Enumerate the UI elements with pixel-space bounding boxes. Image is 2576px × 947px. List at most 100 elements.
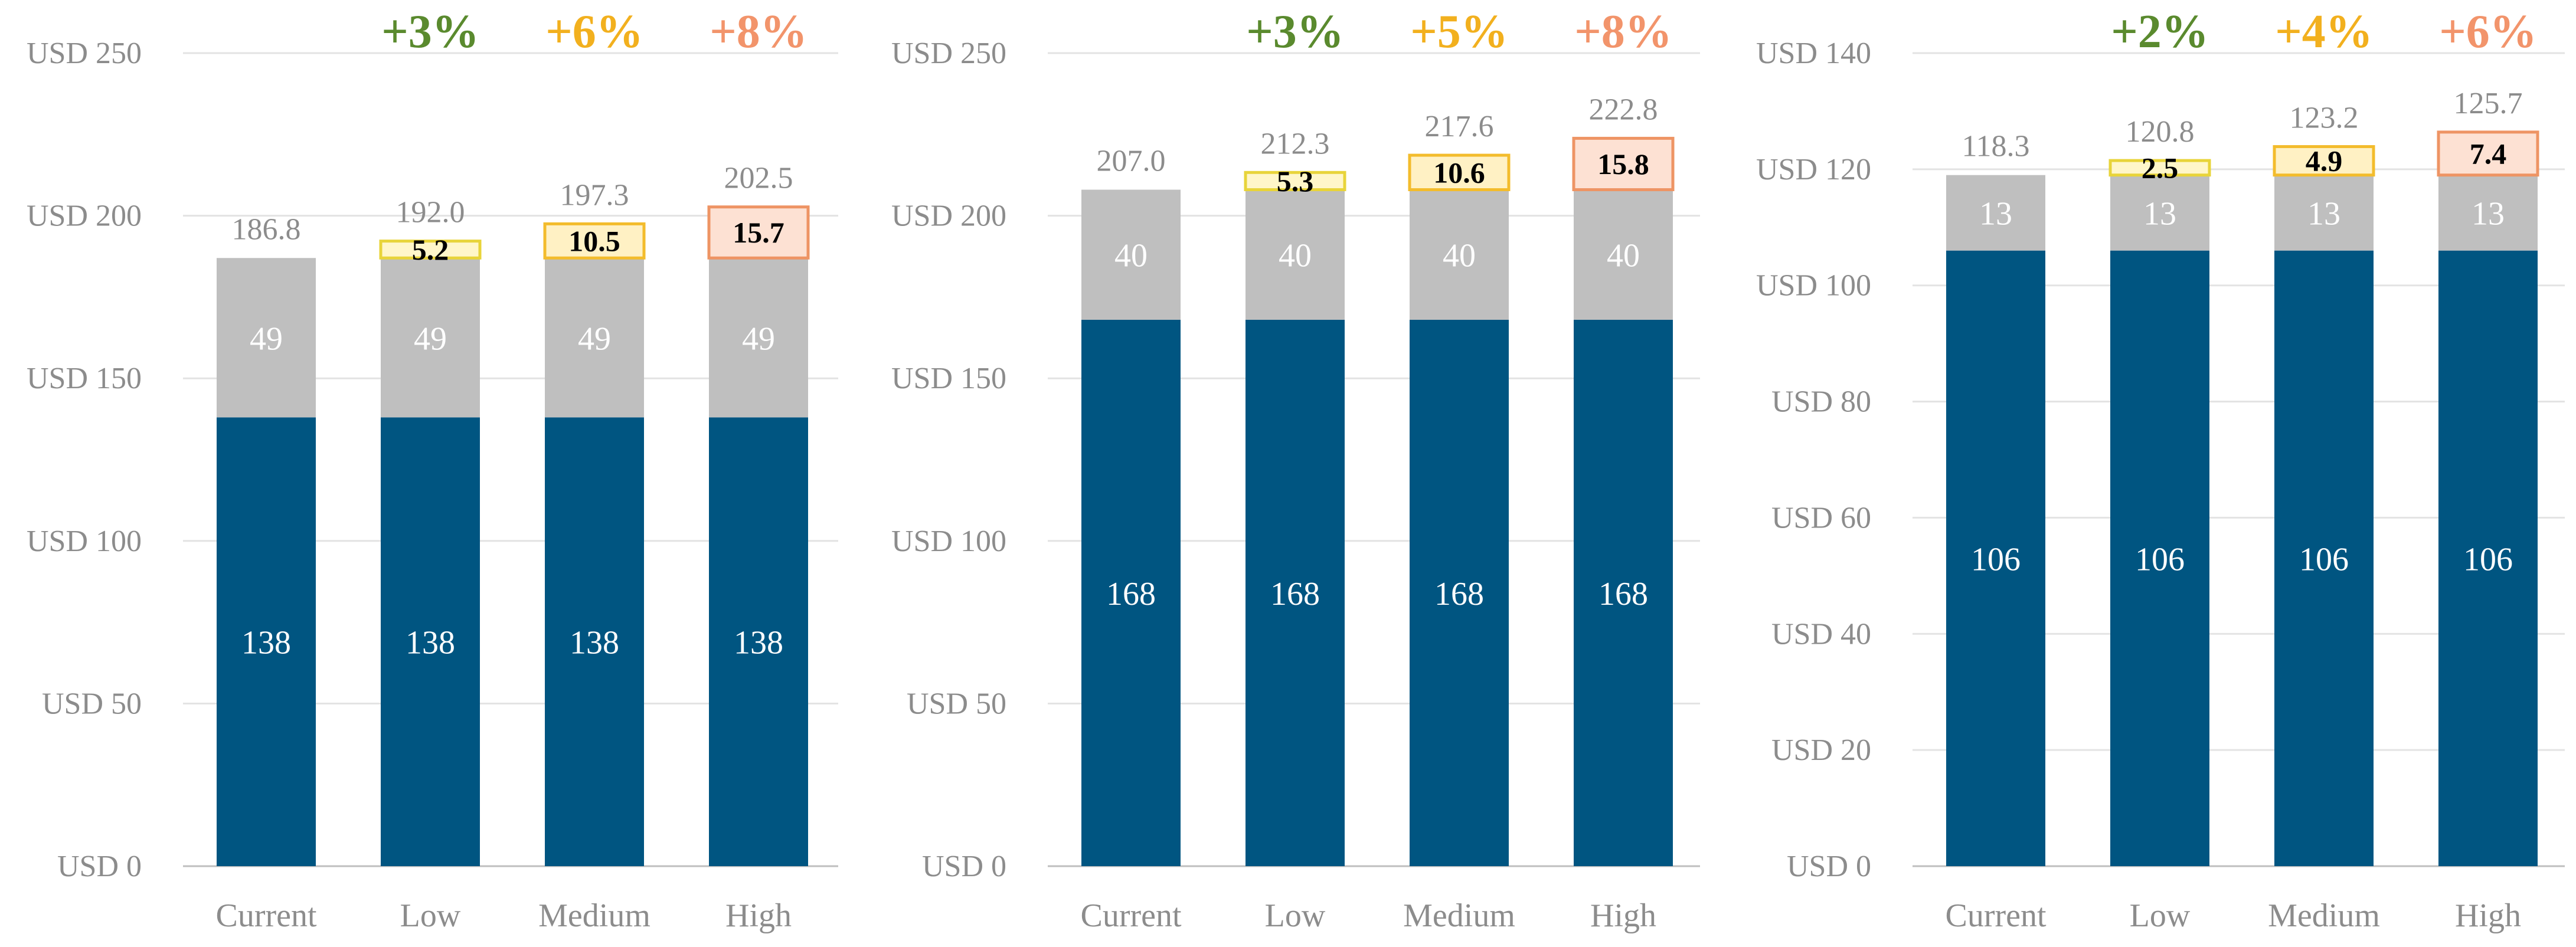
data-label-base: 106 [2135, 541, 2185, 578]
bar-segment-mid [2438, 175, 2538, 251]
data-label-base: 138 [241, 625, 291, 661]
total-label: 207.0 [1097, 145, 1166, 178]
y-tick-label: USD 120 [1756, 153, 1871, 186]
bar-segment-mid [709, 258, 808, 418]
bar-segment-increase [2108, 159, 2211, 177]
total-label: 123.2 [2290, 101, 2359, 135]
data-label-increase: 4.9 [2306, 145, 2343, 178]
data-label-mid: 40 [1279, 238, 1312, 274]
data-label-increase: 15.8 [1597, 148, 1649, 181]
bar-segment-base [1081, 319, 1181, 866]
x-category-label: Low [2130, 897, 2191, 934]
data-label-increase: 2.5 [2142, 151, 2179, 184]
y-tick-label: USD 100 [891, 525, 1006, 558]
y-tick-label: USD 140 [1756, 37, 1871, 70]
x-category-label: Medium [2268, 897, 2380, 934]
data-label-base: 106 [2463, 541, 2513, 578]
data-label-base: 106 [1971, 541, 2021, 578]
x-category-label: High [725, 897, 792, 934]
y-tick-label: USD 20 [1771, 733, 1871, 767]
y-tick-label: USD 0 [1787, 850, 1871, 883]
x-category-label: Low [400, 897, 461, 934]
total-label: 192.0 [396, 196, 465, 230]
data-label-increase: 5.2 [412, 233, 449, 266]
increase-percent-label: +5% [1410, 6, 1508, 58]
y-tick-label: USD 80 [1771, 385, 1871, 419]
y-tick-label: USD 250 [891, 37, 1006, 70]
bar-segment-increase [2273, 145, 2375, 177]
bar-segment-mid [217, 258, 316, 418]
bar-segment-mid [1245, 189, 1345, 320]
y-tick-label: USD 60 [1771, 501, 1871, 535]
data-label-base: 168 [1598, 576, 1648, 612]
bar-segment-base [2110, 250, 2209, 867]
bar-segment-increase [543, 222, 646, 260]
bar-segment-base [217, 417, 316, 866]
bar-segment-increase [1572, 136, 1675, 192]
data-label-mid: 40 [1114, 238, 1148, 274]
bar-segment-base [1410, 319, 1509, 866]
y-tick-label: USD 50 [907, 687, 1006, 720]
increase-percent-label: +8% [1574, 6, 1672, 58]
y-tick-label: USD 200 [891, 199, 1006, 233]
bar-segment-mid [1410, 189, 1509, 320]
data-label-base: 168 [1434, 576, 1484, 612]
bar-segment-base [1574, 319, 1673, 866]
y-tick-label: USD 150 [891, 362, 1006, 395]
data-label-base: 106 [2299, 541, 2349, 578]
total-label: 197.3 [560, 178, 629, 212]
data-label-increase: 10.5 [568, 224, 620, 257]
bar-segment-mid [381, 258, 480, 418]
bar-segment-mid [545, 258, 644, 418]
increase-percent-label: +6% [2439, 6, 2537, 58]
x-category-label: Medium [538, 897, 650, 934]
data-label-base: 138 [734, 625, 783, 661]
data-label-mid: 13 [2472, 196, 2505, 232]
bar-segment-increase [707, 205, 810, 260]
bar-segment-mid [1081, 189, 1181, 320]
x-category-label: Current [1080, 897, 1182, 934]
bar-segment-base [1946, 250, 2045, 867]
data-label-mid: 13 [2143, 196, 2176, 232]
y-tick-label: USD 150 [27, 362, 142, 395]
data-label-mid: 13 [1979, 196, 2012, 232]
x-category-label: High [1590, 897, 1656, 934]
data-label-base: 168 [1270, 576, 1320, 612]
bar-segment-mid [2274, 175, 2374, 251]
x-category-label: Medium [1403, 897, 1515, 934]
bar-segment-mid [1946, 175, 2045, 251]
increase-percent-label: +2% [2111, 6, 2209, 58]
y-tick-label: USD 50 [42, 687, 142, 720]
data-label-mid: 40 [1607, 238, 1640, 274]
data-label-increase: 10.6 [1433, 156, 1485, 189]
y-tick-label: USD 0 [57, 850, 142, 883]
x-category-label: Current [215, 897, 317, 934]
x-category-label: High [2455, 897, 2521, 934]
data-label-increase: 5.3 [1277, 165, 1314, 198]
data-label-base: 138 [570, 625, 619, 661]
increase-percent-label: +4% [2275, 6, 2373, 58]
bar-segment-base [545, 417, 644, 866]
total-label: 186.8 [232, 212, 301, 246]
increase-percent-label: +3% [1246, 6, 1344, 58]
y-tick-label: USD 250 [27, 37, 142, 70]
increase-percent-label: +3% [381, 6, 479, 58]
bar-segment-increase [1244, 171, 1346, 192]
total-label: 222.8 [1589, 93, 1658, 126]
bar-segment-base [1245, 319, 1345, 866]
bar-segment-increase [1408, 153, 1511, 192]
data-label-mid: 40 [1443, 238, 1476, 274]
total-label: 118.3 [1962, 130, 2029, 163]
bar-segment-base [709, 417, 808, 866]
x-category-label: Low [1265, 897, 1326, 934]
data-label-increase: 7.4 [2470, 137, 2507, 170]
data-label-mid: 49 [578, 320, 611, 357]
bar-segment-base [2274, 250, 2374, 867]
bar-segment-base [381, 417, 480, 866]
total-label: 120.8 [2126, 115, 2195, 149]
data-label-base: 168 [1106, 576, 1156, 612]
total-label: 212.3 [1261, 127, 1330, 160]
data-label-base: 138 [406, 625, 455, 661]
